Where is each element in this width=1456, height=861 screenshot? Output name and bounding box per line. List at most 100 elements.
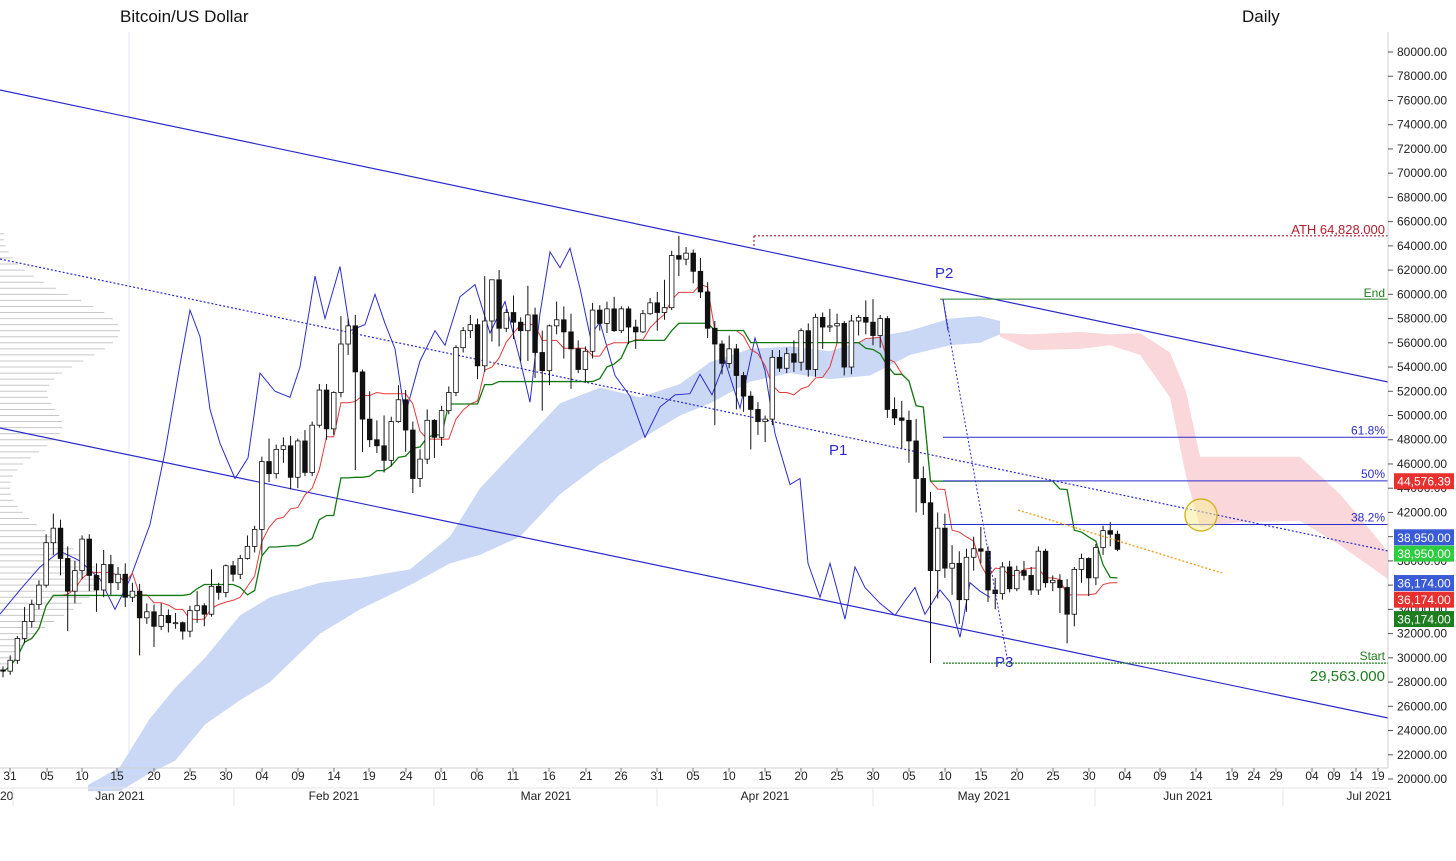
candle xyxy=(65,546,71,632)
candle-body xyxy=(870,321,876,336)
x-tick-label: 04 xyxy=(1118,769,1132,783)
candle-body xyxy=(57,527,64,559)
candle-body xyxy=(1100,530,1106,548)
candle xyxy=(165,609,172,633)
candle xyxy=(410,421,416,494)
candle xyxy=(273,444,279,479)
x-tick-label: 05 xyxy=(686,769,700,783)
candle-body xyxy=(733,348,740,376)
y-tick-label: 72000.00 xyxy=(1397,142,1447,156)
price-tag-box xyxy=(1394,473,1454,490)
candle xyxy=(180,621,186,640)
candle xyxy=(460,327,466,353)
candle xyxy=(395,385,402,423)
candle xyxy=(7,655,13,675)
candle-body xyxy=(402,399,409,431)
candle xyxy=(359,369,366,452)
candle xyxy=(424,409,430,464)
candle xyxy=(625,306,632,345)
candle xyxy=(474,318,481,380)
candle xyxy=(1064,579,1070,644)
candle xyxy=(597,305,603,331)
price-tag-label: 36,174.00 xyxy=(1397,593,1451,607)
price-tag-label: 44,576.39 xyxy=(1397,475,1451,489)
x-tick-label: 31 xyxy=(3,769,17,783)
candle-body xyxy=(956,562,962,601)
candle xyxy=(582,346,589,383)
y-tick-label: 28000.00 xyxy=(1397,675,1447,689)
chart-title: Bitcoin/US Dollar xyxy=(120,7,249,26)
candle-body xyxy=(1050,579,1056,584)
ath-label: ATH 64,828.000 xyxy=(1291,222,1385,237)
candle-body xyxy=(1107,530,1113,535)
candle-body xyxy=(1006,566,1013,590)
candle-body xyxy=(172,622,179,625)
candle-body xyxy=(180,622,186,632)
candle xyxy=(611,296,617,332)
candle xyxy=(949,545,955,595)
candle-body xyxy=(597,309,603,324)
y-tick-label: 60000.00 xyxy=(1397,287,1447,301)
candle-body xyxy=(683,252,689,260)
candle-body xyxy=(740,375,747,397)
y-tick-label: 46000.00 xyxy=(1397,457,1447,471)
fib-382-label: 38.2% xyxy=(1351,511,1385,525)
p2-label: P2 xyxy=(935,265,953,282)
candle-body xyxy=(963,556,970,601)
candle-body xyxy=(604,308,610,324)
candle xyxy=(467,314,474,338)
candle xyxy=(208,569,215,617)
candle xyxy=(122,563,128,607)
candle xyxy=(489,279,495,342)
y-tick-label: 76000.00 xyxy=(1397,93,1447,107)
candle-body xyxy=(719,343,725,364)
candle xyxy=(201,603,208,627)
candle-body xyxy=(201,605,208,615)
candle-body xyxy=(935,527,941,571)
x-tick-label: 20 xyxy=(1010,769,1024,783)
y-tick-label: 22000.00 xyxy=(1397,748,1447,762)
candle xyxy=(870,299,876,346)
candle-body xyxy=(1057,579,1063,588)
candle-body xyxy=(144,611,150,619)
candle xyxy=(388,416,394,467)
candle-body xyxy=(690,252,696,272)
candle xyxy=(259,456,265,555)
candle-body xyxy=(942,527,948,569)
candle xyxy=(510,295,517,340)
candle-body xyxy=(769,356,776,420)
candle xyxy=(784,347,790,374)
candle xyxy=(1042,548,1049,588)
candle xyxy=(244,535,251,560)
candle-body xyxy=(748,395,754,410)
candle xyxy=(913,419,919,513)
x-tick-label: 09 xyxy=(1327,769,1341,783)
candle-body xyxy=(704,291,711,329)
candle-body xyxy=(395,399,402,422)
candle xyxy=(280,437,287,463)
candle xyxy=(978,526,984,564)
candle xyxy=(935,512,941,599)
candle xyxy=(438,405,445,446)
candle xyxy=(496,270,502,347)
candle-body xyxy=(359,371,366,420)
fib-50-label: 50% xyxy=(1361,467,1385,481)
candle xyxy=(546,324,553,386)
x-tick-label: 16 xyxy=(542,769,556,783)
month-label: Mar 2021 xyxy=(521,789,572,803)
candle xyxy=(366,391,373,448)
candle xyxy=(640,310,646,334)
candle xyxy=(647,297,653,315)
candle xyxy=(1071,566,1078,627)
x-tick-label: 09 xyxy=(291,769,305,783)
candle-body xyxy=(676,255,682,260)
y-tick-label: 52000.00 xyxy=(1397,384,1447,398)
candle-body xyxy=(410,429,416,479)
candle xyxy=(999,562,1006,600)
x-tick-label: 25 xyxy=(1046,769,1060,783)
candle xyxy=(266,438,272,483)
candle-body xyxy=(625,308,632,328)
candle xyxy=(309,421,315,477)
candle-body xyxy=(309,424,315,473)
candle-body xyxy=(503,312,509,329)
